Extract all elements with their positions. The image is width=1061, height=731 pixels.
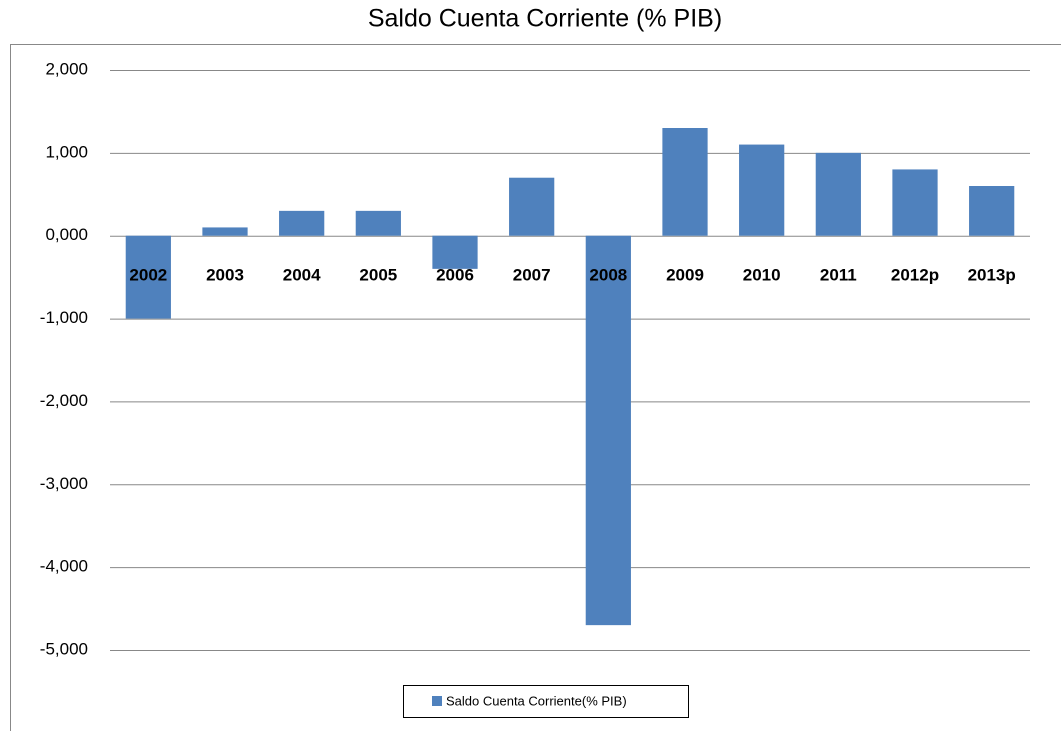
y-tick-label: -4,000 [40,557,88,576]
x-tick-label: 2002 [129,265,167,284]
bar [432,235,478,269]
x-tick-label: 2013p [968,265,1016,284]
bar [969,186,1015,236]
x-tick-label: 2006 [436,265,474,284]
x-tick-label: 2009 [666,265,704,284]
y-tick-label: -3,000 [40,474,88,493]
bar [585,235,631,626]
bar [279,210,325,236]
bar [509,177,555,236]
y-tick-label: -5,000 [40,639,88,658]
bar [892,169,938,236]
bar [662,128,708,236]
bar [202,227,248,236]
bar [125,235,171,319]
y-tick-label: 2,000 [45,59,88,78]
bar [739,144,785,236]
y-tick-label: 0,000 [45,225,88,244]
chart-frame [10,44,1061,731]
chart-title: Saldo Cuenta Corriente (% PIB) [368,5,722,33]
bar [355,210,401,236]
bar [815,152,861,236]
y-tick-label: -1,000 [40,308,88,327]
x-tick-label: 2008 [589,265,627,284]
x-tick-label: 2004 [283,265,321,284]
x-tick-label: 2003 [206,265,244,284]
x-tick-label: 2007 [513,265,551,284]
legend-box [403,685,689,718]
x-tick-label: 2011 [820,265,857,284]
y-tick-label: -2,000 [40,391,88,410]
x-tick-label: 2010 [743,265,781,284]
x-tick-label: 2005 [359,265,397,284]
y-tick-label: 1,000 [45,142,88,161]
legend-swatch [432,696,442,706]
x-tick-label: 2012p [891,265,939,284]
legend-label: Saldo Cuenta Corriente(% PIB) [446,693,627,708]
